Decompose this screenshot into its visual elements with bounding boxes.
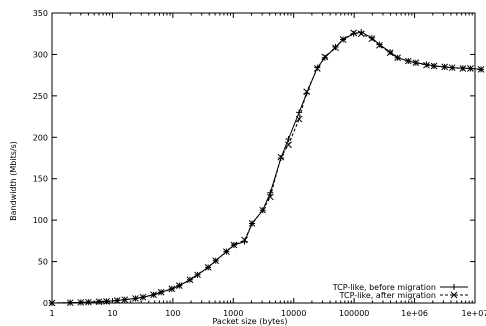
legend-marker xyxy=(451,284,457,290)
data-point xyxy=(121,296,129,304)
plot-area xyxy=(51,12,476,304)
data-point xyxy=(241,236,248,244)
data-point xyxy=(230,241,238,249)
data-point xyxy=(157,288,165,296)
data-point xyxy=(266,193,274,201)
data-point xyxy=(103,297,110,305)
x-tick-label: 1e+06 xyxy=(401,309,428,318)
data-point xyxy=(368,35,376,43)
data-point xyxy=(376,41,383,48)
data-point xyxy=(48,299,56,307)
data-point xyxy=(175,282,183,289)
legend-label: TCP-like, after migration xyxy=(339,291,436,300)
data-point xyxy=(412,59,420,67)
series-line xyxy=(51,32,482,304)
x-tick-label: 100000 xyxy=(339,309,370,318)
data-point xyxy=(313,65,321,72)
plot-frame xyxy=(51,12,476,304)
data-point xyxy=(95,298,103,306)
data-point xyxy=(332,44,339,52)
series-lines xyxy=(48,29,485,307)
y-tick-label: 50 xyxy=(38,258,48,267)
data-point xyxy=(321,53,329,61)
data-point xyxy=(423,61,430,69)
y-tick-label: 200 xyxy=(33,133,48,142)
x-tick-label: 1000 xyxy=(223,309,243,318)
data-point xyxy=(448,64,456,72)
data-point xyxy=(386,49,394,57)
data-point xyxy=(204,264,212,271)
legend-marker xyxy=(450,291,458,299)
y-tick-label: 0 xyxy=(43,299,48,308)
series-line xyxy=(51,31,482,304)
data-point xyxy=(248,220,256,227)
data-point xyxy=(387,48,394,55)
data-point xyxy=(404,57,412,65)
x-axis-title: Packet size (bytes) xyxy=(212,317,287,326)
data-point xyxy=(168,285,176,293)
data-point xyxy=(186,276,194,284)
data-point xyxy=(459,65,467,72)
data-point xyxy=(223,248,230,255)
series-1 xyxy=(49,29,485,306)
data-point xyxy=(477,65,485,73)
x-tick-label: 10 xyxy=(107,309,117,318)
x-tick-label: 100 xyxy=(165,309,180,318)
data-point xyxy=(430,62,438,70)
data-point xyxy=(277,153,285,161)
legend-label: TCP-like, before migration xyxy=(332,283,436,292)
x-tick-label: 1 xyxy=(49,309,54,318)
data-point xyxy=(332,43,339,50)
data-point xyxy=(139,293,147,301)
data-point xyxy=(357,30,365,38)
y-axis-title: Bandwidth (Mbits/s) xyxy=(9,141,18,221)
data-point xyxy=(423,61,430,68)
data-point xyxy=(339,36,347,43)
data-point xyxy=(394,54,401,62)
data-point xyxy=(77,299,85,306)
y-tick-label: 300 xyxy=(33,50,48,59)
data-point xyxy=(132,295,139,302)
y-tick-label: 100 xyxy=(33,216,48,225)
data-point xyxy=(194,271,201,279)
data-point xyxy=(85,298,92,306)
axis-ticks xyxy=(51,12,476,304)
data-point xyxy=(150,291,157,299)
tick-labels: 0 50 100 150 200 250 300 350 1 10 100 1000 10000 1000… xyxy=(33,9,486,318)
data-point xyxy=(285,141,292,149)
x-tick-label: 10000 xyxy=(281,309,306,318)
data-point xyxy=(441,63,449,71)
data-point xyxy=(212,257,220,265)
x-tick-label: 1e+07 xyxy=(462,309,486,318)
data-point xyxy=(267,189,274,196)
y-tick-label: 150 xyxy=(33,175,48,184)
y-tick-label: 350 xyxy=(33,9,48,18)
data-point xyxy=(303,88,311,96)
series-2 xyxy=(48,29,485,307)
data-point xyxy=(295,115,303,123)
data-point xyxy=(376,41,383,49)
data-point xyxy=(350,29,358,37)
data-point xyxy=(259,206,267,214)
data-point xyxy=(467,65,474,72)
y-tick-label: 250 xyxy=(33,92,48,101)
data-point xyxy=(113,297,121,304)
data-point xyxy=(66,299,74,307)
